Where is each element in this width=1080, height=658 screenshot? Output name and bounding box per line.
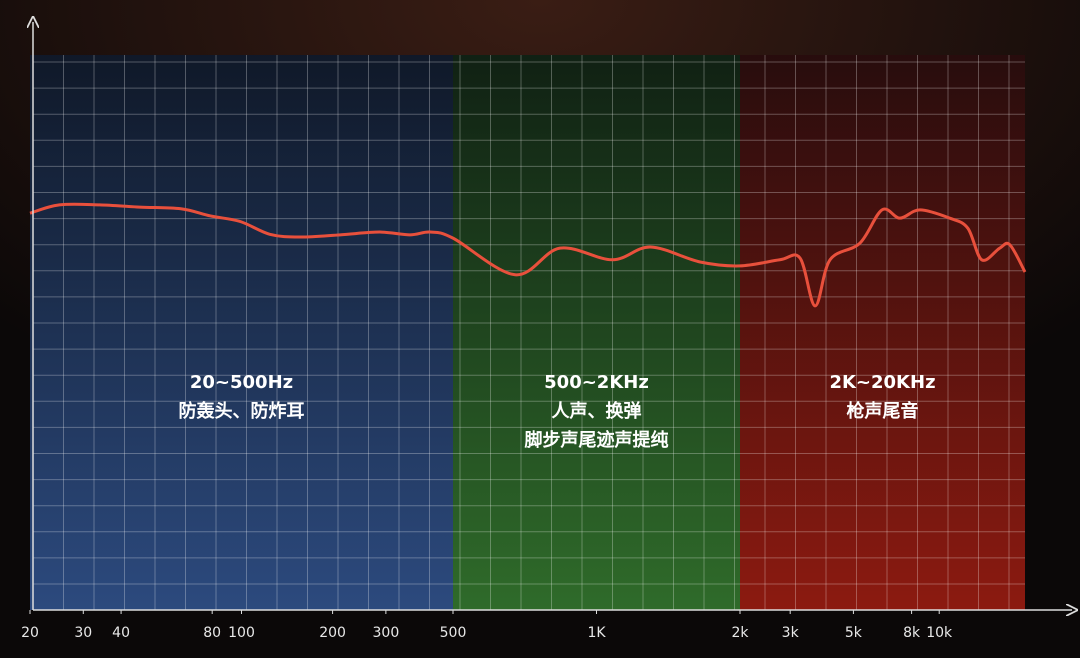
- x-tick-label: 10k: [926, 625, 953, 641]
- x-tick-label: 200: [319, 625, 346, 641]
- x-tick-label: 1K: [587, 625, 606, 641]
- band-label: 防轰头、防炸耳: [179, 400, 305, 422]
- grid: [32, 55, 1025, 610]
- x-tick-label: 20: [21, 625, 39, 641]
- x-tick-label: 3k: [782, 625, 800, 641]
- x-tick-label: 30: [74, 625, 92, 641]
- x-tick-label: 80: [203, 625, 221, 641]
- x-tick-label: 2k: [731, 625, 749, 641]
- x-tick-label: 300: [373, 625, 400, 641]
- x-tick-label: 5k: [845, 625, 863, 641]
- x-tick-label: 500: [440, 625, 467, 641]
- band: [453, 55, 740, 610]
- plot: [29, 202, 1027, 308]
- x-tick-label: 40: [112, 625, 130, 641]
- band: [740, 55, 1025, 610]
- band-label: 2K~20KHz: [829, 372, 935, 393]
- band-label: 20~500Hz: [190, 372, 293, 393]
- band: [30, 55, 453, 610]
- band-label: 枪声尾音: [847, 400, 919, 422]
- x-tick-label: 8k: [903, 625, 921, 641]
- band-label: 脚步声尾迹声提纯: [525, 429, 669, 451]
- response-curve: [29, 202, 1027, 308]
- band-label: 500~2KHz: [544, 372, 649, 393]
- band-label: 人声、换弹: [552, 400, 642, 422]
- x-tick-label: 100: [228, 625, 255, 641]
